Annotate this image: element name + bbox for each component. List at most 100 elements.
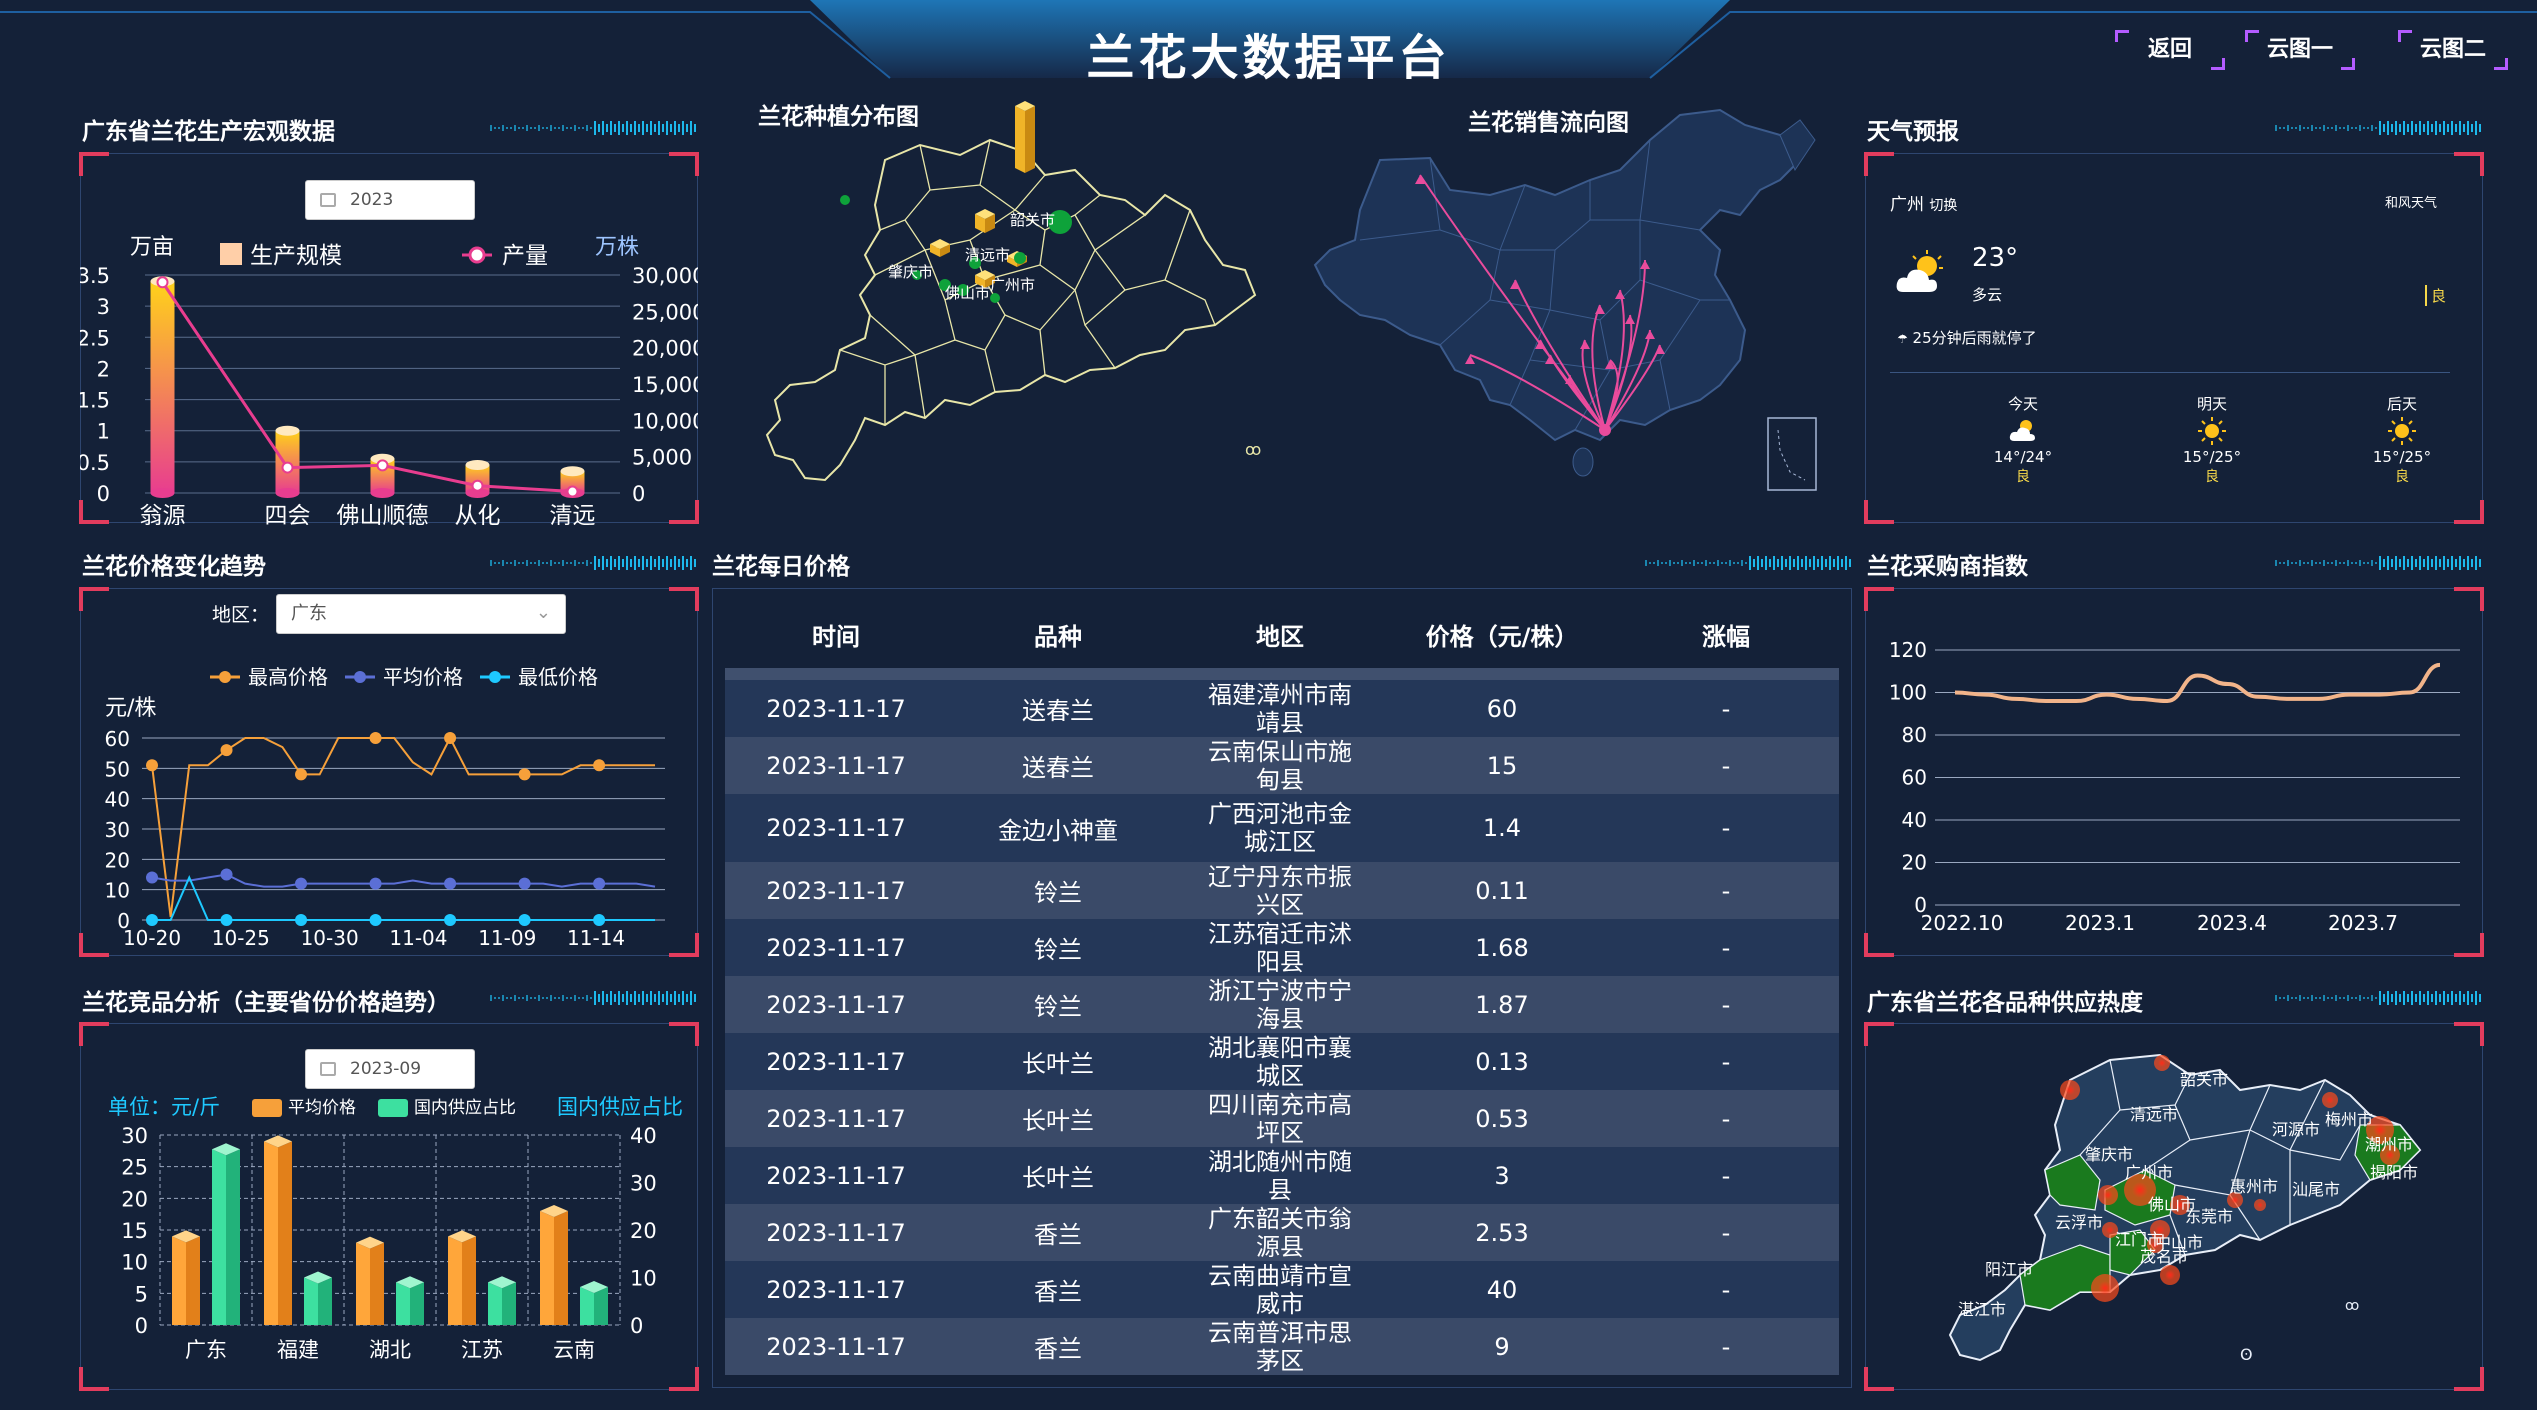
comp-bar-side bbox=[594, 1287, 608, 1325]
heat-spot[interactable] bbox=[2254, 1199, 2266, 1211]
deco-tick bbox=[2299, 560, 2301, 566]
forecast-day-name: 明天 bbox=[2196, 395, 2227, 413]
heat-spot[interactable] bbox=[2380, 1145, 2400, 1165]
planting-bar[interactable] bbox=[1007, 256, 1017, 267]
buyer-index-line bbox=[1954, 662, 2441, 704]
col-header-change[interactable]: 涨幅 bbox=[1702, 622, 1750, 651]
trend-legend-label[interactable]: 最高价格 bbox=[248, 665, 328, 689]
sales-flow-map[interactable] bbox=[1300, 100, 1820, 500]
trend-legend-label[interactable]: 最低价格 bbox=[518, 665, 598, 689]
deco-tick bbox=[2463, 559, 2465, 567]
deco-tick bbox=[634, 991, 636, 1005]
table-row[interactable]: 2023-11-17 铃兰 辽宁丹东市振兴区 0.11 - bbox=[725, 862, 1839, 919]
table-row[interactable]: 2023-11-17 金边小神童 广西河池市金城江区 1.4 - bbox=[725, 794, 1839, 862]
deco-tick bbox=[586, 125, 588, 131]
planting-dot[interactable] bbox=[1048, 210, 1072, 234]
heat-spot[interactable] bbox=[2322, 1092, 2338, 1108]
deco-tick bbox=[502, 125, 504, 131]
heat-spot[interactable] bbox=[2150, 1220, 2170, 1240]
planting-dot[interactable] bbox=[840, 195, 850, 205]
col-header-variety[interactable]: 品种 bbox=[1034, 622, 1082, 651]
deco-tick bbox=[610, 991, 612, 1005]
deco-tick bbox=[2359, 995, 2361, 1001]
table-row[interactable]: 2023-11-17 送春兰 福建漳州市南靖县 60 - bbox=[725, 680, 1839, 737]
trend-point bbox=[444, 914, 457, 926]
table-row[interactable]: 2023-11-17 长叶兰 湖北随州市随县 3 - bbox=[725, 1147, 1839, 1204]
region-label: 地区： bbox=[212, 604, 270, 626]
deco-tick bbox=[2399, 994, 2401, 1002]
deco-tick bbox=[630, 994, 632, 1002]
heat-spot[interactable] bbox=[2147, 1237, 2163, 1253]
planting-dot[interactable] bbox=[969, 257, 981, 269]
deco-tick bbox=[2323, 125, 2325, 131]
competition-month-picker[interactable]: 2023-09 bbox=[305, 1049, 475, 1089]
deco-tick bbox=[2343, 127, 2345, 129]
deco-tick bbox=[2423, 994, 2425, 1002]
cloud-map-2-button[interactable]: 云图二 bbox=[2398, 30, 2508, 70]
table-row[interactable]: 2023-11-17 长叶兰 四川南充市高坪区 0.53 - bbox=[725, 1090, 1839, 1147]
cloud-sun-icon bbox=[1983, 414, 2063, 448]
comp-legend-label[interactable]: 国内供应占比 bbox=[414, 1098, 516, 1118]
back-button[interactable]: 返回 bbox=[2115, 30, 2225, 70]
comp-legend-label[interactable]: 平均价格 bbox=[288, 1098, 356, 1118]
heat-spot[interactable] bbox=[2170, 1195, 2190, 1215]
heat-spot[interactable] bbox=[2154, 1055, 2170, 1071]
table-row[interactable]: 2023-11-17 铃兰 浙江宁波市宁海县 1.87 - bbox=[725, 976, 1839, 1033]
heat-spot[interactable] bbox=[2102, 1222, 2118, 1238]
trend-legend-label[interactable]: 平均价格 bbox=[383, 665, 463, 689]
sales-flow-arrow bbox=[1465, 355, 1475, 364]
production-bar bbox=[150, 281, 175, 493]
weather-temperature: 23° bbox=[1972, 243, 2019, 273]
planting-dot[interactable] bbox=[990, 293, 1000, 303]
deco-tick bbox=[1781, 556, 1783, 570]
y-tick: 20 bbox=[1902, 851, 1927, 875]
deco-tick bbox=[2307, 997, 2309, 999]
planting-dot[interactable] bbox=[939, 279, 951, 291]
region-select[interactable]: 广东 ⌄ bbox=[276, 594, 566, 634]
heat-spot[interactable] bbox=[2060, 1080, 2080, 1100]
deco-tick bbox=[594, 121, 596, 135]
cloud-map-1-button[interactable]: 云图一 bbox=[2245, 30, 2355, 70]
deco-tick bbox=[674, 121, 676, 135]
heat-spot[interactable] bbox=[2098, 1185, 2118, 1205]
deco-tick bbox=[606, 124, 608, 132]
heat-spot[interactable] bbox=[2366, 1116, 2394, 1144]
heat-spot[interactable] bbox=[2160, 1265, 2180, 1285]
x-tick: 清远 bbox=[550, 503, 596, 525]
production-year-picker[interactable]: 2023 bbox=[305, 180, 475, 220]
heat-city-label: 阳江市 bbox=[1985, 1260, 2033, 1279]
planting-dot[interactable] bbox=[912, 270, 922, 280]
table-row[interactable]: 2023-11-17 香兰 云南曲靖市宣威市 40 - bbox=[725, 1261, 1839, 1318]
planting-bar[interactable] bbox=[975, 275, 985, 288]
deco-tick bbox=[2419, 991, 2421, 1005]
planting-dot[interactable] bbox=[1014, 252, 1026, 264]
deco-tick bbox=[578, 562, 580, 564]
table-row[interactable]: 2023-11-17 长叶兰 湖北襄阳市襄城区 0.13 - bbox=[725, 1033, 1839, 1090]
table-row[interactable]: 2023-11-17 香兰 云南普洱市思茅区 9 - bbox=[725, 1318, 1839, 1375]
table-row[interactable]: 2023-11-17 铃兰 江苏宿迁市沭阳县 1.68 - bbox=[725, 919, 1839, 976]
planting-bar[interactable] bbox=[1015, 106, 1025, 173]
trend-legend-dot bbox=[489, 671, 501, 683]
col-header-time[interactable]: 时间 bbox=[812, 622, 860, 651]
deco-tick bbox=[1669, 560, 1671, 566]
col-header-price[interactable]: 价格（元/株） bbox=[1425, 622, 1579, 651]
comp-bar-face bbox=[304, 1277, 318, 1325]
deco-tick bbox=[502, 995, 504, 1001]
title-deco-production bbox=[490, 121, 696, 135]
deco-tick bbox=[2355, 127, 2357, 129]
planting-dot[interactable] bbox=[957, 284, 969, 296]
heat-spot[interactable] bbox=[2124, 1174, 2156, 1206]
planting-bar[interactable] bbox=[975, 214, 985, 233]
deco-tick bbox=[2467, 556, 2469, 570]
planting-bar[interactable] bbox=[930, 244, 940, 257]
heat-spot[interactable] bbox=[2091, 1274, 2119, 1302]
weather-switch-link[interactable]: 切换 bbox=[1929, 198, 1958, 214]
col-header-region[interactable]: 地区 bbox=[1256, 622, 1304, 651]
deco-tick bbox=[2411, 121, 2413, 135]
table-row[interactable]: 2023-11-17 香兰 广东韶关市翁源县 2.53 - bbox=[725, 1204, 1839, 1261]
heat-spot[interactable] bbox=[2227, 1192, 2243, 1208]
table-row[interactable]: 2023-11-17 送春兰 云南保山市施甸县 15 - bbox=[725, 737, 1839, 794]
deco-tick bbox=[2419, 556, 2421, 570]
